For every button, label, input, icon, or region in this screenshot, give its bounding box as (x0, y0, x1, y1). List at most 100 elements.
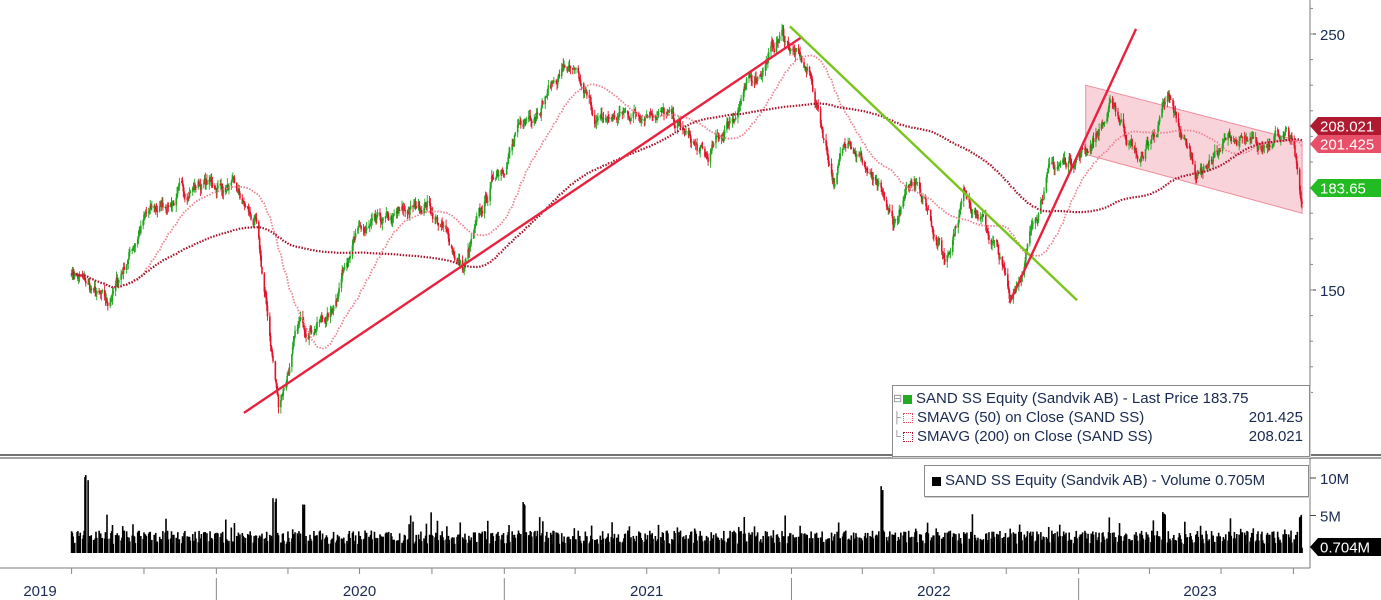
candle-up (872, 176, 875, 180)
candle-up (622, 113, 624, 115)
candle-up (952, 234, 955, 241)
candle-up (1158, 122, 1160, 126)
candle-up (381, 220, 384, 225)
candle-up (839, 153, 842, 159)
candle-up (335, 300, 337, 307)
candle-down (628, 117, 631, 121)
candle-down (831, 173, 834, 181)
volume-bar (514, 537, 517, 553)
volume-bar (502, 533, 505, 553)
candle-down (270, 345, 273, 350)
volume-bar (1153, 535, 1155, 553)
candle-down (1195, 174, 1197, 178)
candle-up (325, 319, 328, 324)
volume-bar (140, 536, 142, 553)
candle-down (783, 36, 786, 42)
candle-up (916, 182, 919, 184)
candle-down (828, 163, 831, 165)
volume-bar (453, 543, 456, 553)
candle-up (580, 83, 583, 85)
volume-bar (1059, 536, 1062, 553)
candle-down (844, 147, 847, 149)
candle-up (1223, 139, 1225, 142)
candle-down (1070, 164, 1073, 167)
candle-down (524, 120, 527, 122)
candle-down (1118, 119, 1121, 122)
volume-bar (767, 536, 770, 553)
candle-up (332, 306, 335, 311)
volume-bar (481, 531, 484, 553)
candle-down (269, 316, 271, 336)
candle-up (1076, 158, 1078, 160)
candle-up (365, 227, 368, 231)
candle-down (1183, 137, 1185, 139)
candle-up (962, 187, 965, 201)
candle-down (1298, 169, 1301, 191)
candle-down (889, 209, 891, 211)
candle-down (90, 288, 93, 291)
candle-down (503, 174, 506, 176)
candle-down (578, 72, 580, 80)
candle-up (1158, 117, 1161, 123)
volume-bar (657, 524, 660, 553)
candle-down (106, 302, 109, 306)
volume-bar (536, 530, 539, 553)
candle-down (861, 158, 864, 163)
candle-down (968, 197, 971, 203)
candle-up (331, 310, 334, 312)
volume-bar (509, 541, 511, 553)
candle-up (914, 184, 917, 186)
candle-up (1221, 143, 1224, 151)
volume-bar (1213, 541, 1216, 553)
volume-bar (613, 533, 616, 553)
candle-down (84, 275, 86, 281)
candle-down (652, 116, 654, 118)
volume-bar (745, 541, 748, 553)
candle-up (1155, 135, 1158, 137)
volume-bar (1004, 533, 1007, 553)
candle-down (866, 169, 868, 172)
candle-up (770, 45, 772, 52)
candle-up (1067, 163, 1070, 168)
candle-down (941, 251, 944, 255)
candle-up (282, 389, 285, 396)
volume-bar (1010, 533, 1012, 553)
volume-bar (591, 539, 594, 553)
volume-bar (1208, 539, 1211, 553)
candle-up (838, 158, 841, 163)
candle-up (957, 222, 960, 228)
volume-bar (1014, 533, 1017, 553)
candle-down (601, 113, 603, 118)
candle-up (1263, 146, 1266, 148)
volume-bar (628, 526, 631, 553)
candle-up (1272, 146, 1274, 148)
candle-up (351, 245, 354, 256)
candle-down (590, 97, 592, 106)
candle-up (594, 123, 597, 125)
candle-up (1089, 145, 1092, 153)
candle-up (516, 124, 519, 133)
candle-up (778, 35, 781, 41)
candle-down (1052, 162, 1055, 168)
candle-down (771, 40, 774, 46)
price-flag-label: 201.425 (1320, 137, 1374, 154)
volume-bar (376, 538, 379, 553)
candle-up (371, 218, 373, 221)
green-downtrend-line (789, 25, 1078, 302)
volume-bar (558, 543, 561, 553)
candle-up (95, 290, 98, 295)
candle-up (1150, 135, 1153, 140)
candle-up (1058, 165, 1060, 167)
candle-down (804, 66, 807, 70)
candle-down (210, 178, 213, 183)
candle-up (789, 48, 792, 52)
legend-label-last-price: SAND SS Equity (Sandvik AB) - Last Price (916, 390, 1199, 407)
candle-down (799, 51, 801, 59)
volume-bar (393, 539, 395, 553)
candle-down (933, 234, 935, 238)
volume-bar (87, 480, 89, 553)
candle-down (324, 318, 326, 323)
candle-down (258, 221, 260, 238)
candle-up (1213, 150, 1216, 157)
volume-bar (382, 536, 384, 553)
